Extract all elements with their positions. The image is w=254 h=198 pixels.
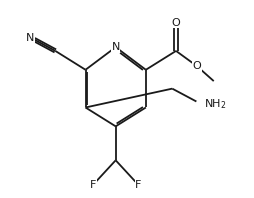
Text: O: O [172, 18, 180, 28]
Text: F: F [90, 180, 96, 190]
Text: O: O [192, 61, 201, 71]
Text: NH$_2$: NH$_2$ [204, 97, 227, 111]
Text: N: N [26, 33, 34, 43]
Text: N: N [112, 42, 120, 52]
Text: F: F [135, 180, 141, 190]
